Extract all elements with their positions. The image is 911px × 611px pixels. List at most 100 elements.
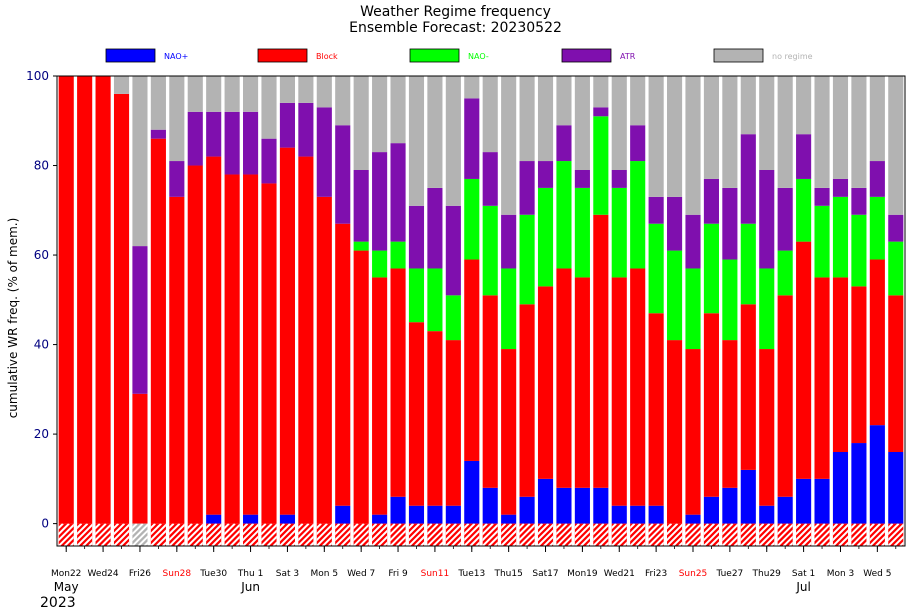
bar-nao--10 xyxy=(243,514,259,524)
hatch-cell-20 xyxy=(427,523,443,546)
bar-nao--35 xyxy=(703,496,719,524)
bar-block-29 xyxy=(593,214,609,488)
bar-block-31 xyxy=(630,268,646,506)
bar-block-2 xyxy=(95,76,111,524)
hatch-cell-21 xyxy=(445,523,461,546)
bar-block-28 xyxy=(574,277,590,488)
bar-block-1 xyxy=(77,76,93,524)
hatch-cell-28 xyxy=(574,523,590,546)
x-tick-label-30: Wed21 xyxy=(604,569,635,579)
bar-atr-42 xyxy=(832,178,849,197)
x-tick-label-34: Sun25 xyxy=(679,569,708,579)
bars xyxy=(58,76,904,524)
bar-nao--29 xyxy=(593,487,609,524)
legend-label-block: Block xyxy=(316,52,338,61)
bar-no-regime-24 xyxy=(501,76,517,215)
hatch-cell-23 xyxy=(482,523,498,546)
x-tick-label-4: Fri26 xyxy=(129,569,151,579)
bar-block-5 xyxy=(150,138,166,524)
bar-block-40 xyxy=(796,241,812,479)
x-tick-label-42: Mon 3 xyxy=(827,569,855,579)
bar-atr-44 xyxy=(869,161,885,197)
y-tick-label-0: 0 xyxy=(41,517,49,531)
bar-block-36 xyxy=(722,340,738,488)
hatch-cell-45 xyxy=(888,523,904,546)
bar-atr-38 xyxy=(759,170,775,269)
bar-atr-31 xyxy=(630,125,646,162)
bar-nao--26 xyxy=(537,187,554,287)
bar-no-regime-13 xyxy=(298,76,314,103)
bar-no-regime-9 xyxy=(224,76,240,112)
bar-no-regime-38 xyxy=(759,76,775,170)
bar-nao--8 xyxy=(206,514,222,524)
hatch-cell-13 xyxy=(298,523,314,546)
hatch-cell-36 xyxy=(722,523,738,546)
bar-block-20 xyxy=(427,331,443,506)
bar-nao--26 xyxy=(537,478,554,524)
chart-title: Weather Regime frequency xyxy=(360,4,551,20)
bar-atr-30 xyxy=(611,170,627,188)
legend-label-atr: ATR xyxy=(620,52,636,61)
bar-nao--39 xyxy=(777,250,793,296)
bar-no-regime-34 xyxy=(685,76,701,215)
x-tick-label-20: Sun11 xyxy=(421,569,450,579)
y-tick-label-40: 40 xyxy=(34,338,49,352)
bar-atr-39 xyxy=(777,187,793,251)
hatch-cell-33 xyxy=(667,523,683,546)
x-tick-label-22: Tue13 xyxy=(457,569,485,579)
bar-block-41 xyxy=(814,277,830,479)
bar-atr-8 xyxy=(206,111,222,157)
bar-atr-21 xyxy=(445,205,461,296)
y-tick-label-100: 100 xyxy=(26,69,49,83)
hatch-cell-44 xyxy=(869,523,885,546)
x-tick-label-38: Thu29 xyxy=(752,569,782,579)
bar-nao--40 xyxy=(796,478,812,524)
bar-block-19 xyxy=(408,322,425,506)
bar-nao--30 xyxy=(611,505,627,524)
bar-nao--18 xyxy=(390,496,406,524)
bar-nao--17 xyxy=(372,514,388,524)
bar-atr-33 xyxy=(667,196,683,251)
bar-no-regime-43 xyxy=(851,76,867,188)
bar-block-37 xyxy=(740,304,756,470)
bar-nao--39 xyxy=(777,496,793,524)
hatch-cell-10 xyxy=(243,523,259,546)
bar-atr-20 xyxy=(427,187,443,269)
bar-block-15 xyxy=(335,223,351,506)
hatch-cell-37 xyxy=(740,523,756,546)
bar-no-regime-17 xyxy=(372,76,388,153)
x-tick-label-10: Thu 1 xyxy=(237,569,264,579)
bar-nao--45 xyxy=(888,452,904,524)
hatch-cell-29 xyxy=(593,523,609,546)
bar-block-27 xyxy=(556,268,572,488)
bar-no-regime-5 xyxy=(150,76,166,130)
hatch-cell-38 xyxy=(759,523,775,546)
bar-no-regime-18 xyxy=(390,76,406,144)
hatch-cell-5 xyxy=(150,523,166,546)
bar-atr-45 xyxy=(888,214,904,242)
bar-block-35 xyxy=(703,313,719,497)
bar-no-regime-7 xyxy=(187,76,203,112)
hatch-cell-32 xyxy=(648,523,664,546)
bar-nao--41 xyxy=(814,205,830,278)
hatch-cell-14 xyxy=(316,523,332,546)
bar-nao--37 xyxy=(740,223,756,305)
hatch-cell-18 xyxy=(390,523,406,546)
month-label-may: May xyxy=(54,580,79,594)
hatch-cell-25 xyxy=(519,523,535,546)
hatch-cell-4 xyxy=(132,523,148,546)
bar-no-regime-14 xyxy=(316,76,332,108)
legend-label-nao-: NAO- xyxy=(468,52,489,61)
bar-atr-13 xyxy=(298,102,314,157)
bar-atr-32 xyxy=(648,196,664,224)
bar-atr-27 xyxy=(556,125,572,162)
bar-no-regime-4 xyxy=(132,76,148,247)
bar-no-regime-16 xyxy=(353,76,369,170)
bar-block-13 xyxy=(298,156,314,524)
bar-nao--28 xyxy=(574,187,590,278)
bar-atr-15 xyxy=(335,125,351,224)
hatch-cell-0 xyxy=(58,523,74,546)
legend-swatch-atr xyxy=(561,48,612,63)
bar-nao--12 xyxy=(279,514,295,524)
bar-block-25 xyxy=(519,304,535,497)
